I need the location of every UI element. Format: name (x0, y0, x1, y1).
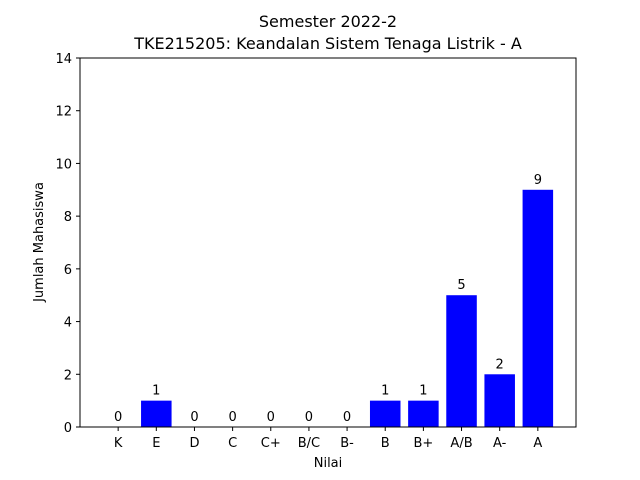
data-label-K: 0 (114, 410, 122, 425)
x-tick-label-A-: A- (493, 436, 507, 451)
bar-B+ (408, 400, 439, 427)
bars-group (141, 189, 554, 427)
x-tick-label-B/C: B/C (298, 436, 320, 451)
x-tick-label-B: B (381, 436, 390, 451)
y-ticks-group: 0 2 4 6 8 10 12 14 (55, 52, 80, 436)
data-label-A: 9 (534, 173, 542, 188)
y-tick-label-12: 12 (55, 105, 72, 120)
y-tick-label-8: 8 (64, 210, 72, 225)
data-label-C: 0 (228, 410, 236, 425)
data-label-C+: 0 (267, 410, 275, 425)
data-label-B-: 0 (343, 410, 351, 425)
x-tick-label-A/B: A/B (450, 436, 472, 451)
data-label-B: 1 (381, 384, 389, 399)
chart-title-line1: Semester 2022-2 (259, 12, 397, 31)
x-tick-label-E: E (152, 436, 160, 451)
x-tick-label-B+: B+ (413, 436, 433, 451)
y-tick-label-4: 4 (64, 316, 72, 331)
bar-B (369, 400, 401, 427)
y-tick-label-2: 2 (64, 368, 72, 383)
data-label-E: 1 (152, 384, 160, 399)
bar-A- (484, 374, 515, 427)
x-tick-label-B-: B- (340, 436, 354, 451)
y-tick-label-0: 0 (64, 421, 72, 436)
x-tick-label-D: D (189, 436, 199, 451)
data-label-A/B: 5 (457, 278, 465, 293)
x-ticks-group: K E D C C+ B/C B- B B+ A/B A- A (114, 427, 542, 451)
x-axis-label: Nilai (314, 456, 343, 471)
y-axis-label: Jumlah Mahasiswa (32, 182, 47, 303)
data-label-D: 0 (190, 410, 198, 425)
y-tick-label-6: 6 (64, 263, 72, 278)
bar-E (141, 400, 172, 427)
x-tick-label-C+: C+ (261, 436, 281, 451)
data-labels-group: 0 1 0 0 0 0 0 1 1 5 2 9 (114, 173, 542, 425)
bar-A/B (446, 295, 477, 427)
x-tick-label-C: C (228, 436, 237, 451)
data-label-B/C: 0 (305, 410, 313, 425)
y-tick-label-10: 10 (55, 157, 72, 172)
x-tick-label-K: K (114, 436, 123, 451)
bar-A (522, 189, 554, 427)
data-label-A-: 2 (496, 357, 504, 372)
data-label-B+: 1 (419, 384, 427, 399)
y-tick-label-14: 14 (55, 52, 72, 67)
x-tick-label-A: A (533, 436, 542, 451)
chart-title-line2: TKE215205: Keandalan Sistem Tenaga Listr… (133, 34, 522, 53)
plot-frame (79, 57, 577, 428)
